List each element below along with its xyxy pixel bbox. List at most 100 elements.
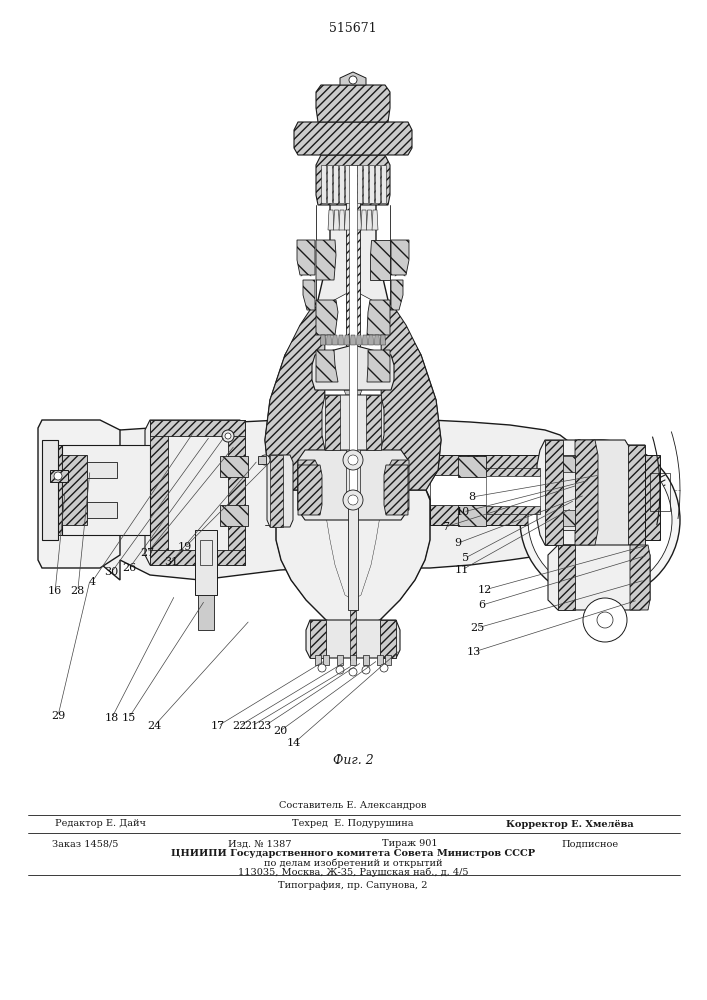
Polygon shape — [344, 335, 349, 345]
Bar — [198, 595, 214, 630]
Polygon shape — [312, 345, 394, 390]
Text: 24: 24 — [147, 721, 161, 731]
Circle shape — [349, 668, 357, 676]
Bar — [368, 165, 373, 203]
Bar — [315, 655, 321, 665]
Circle shape — [343, 490, 363, 510]
Bar — [350, 655, 356, 665]
Polygon shape — [351, 335, 356, 345]
Circle shape — [380, 664, 388, 672]
Bar — [377, 655, 383, 665]
Bar — [337, 655, 343, 665]
Polygon shape — [298, 460, 320, 510]
Polygon shape — [366, 210, 373, 230]
Text: Фиг. 2: Фиг. 2 — [332, 754, 373, 766]
Bar — [339, 165, 344, 203]
Bar — [323, 655, 329, 665]
Polygon shape — [267, 455, 293, 527]
Polygon shape — [630, 545, 650, 610]
Polygon shape — [486, 468, 540, 476]
Text: 9: 9 — [455, 538, 462, 548]
Polygon shape — [548, 545, 650, 610]
Polygon shape — [563, 456, 575, 472]
Circle shape — [520, 440, 680, 600]
Text: 18: 18 — [105, 713, 119, 723]
Circle shape — [597, 612, 613, 628]
Bar — [332, 165, 337, 203]
Polygon shape — [265, 160, 441, 490]
Circle shape — [362, 666, 370, 674]
Polygon shape — [276, 490, 430, 630]
Bar — [344, 165, 349, 203]
Text: 21: 21 — [245, 721, 259, 731]
Polygon shape — [150, 420, 168, 565]
Polygon shape — [316, 240, 336, 280]
Polygon shape — [145, 420, 245, 565]
Polygon shape — [380, 335, 385, 345]
Text: 515671: 515671 — [329, 21, 377, 34]
Polygon shape — [486, 506, 540, 514]
Text: 23: 23 — [257, 721, 271, 731]
Polygon shape — [90, 418, 580, 580]
Polygon shape — [334, 210, 339, 230]
Polygon shape — [220, 456, 248, 477]
Text: 113035, Москва, Ж-35, Раушская наб., д. 4/5: 113035, Москва, Ж-35, Раушская наб., д. … — [238, 867, 468, 877]
Polygon shape — [303, 280, 315, 310]
Text: Корректор Е. Хмелёва: Корректор Е. Хмелёва — [506, 819, 634, 829]
Bar — [363, 165, 368, 203]
Polygon shape — [325, 290, 381, 490]
Polygon shape — [391, 280, 403, 310]
Polygon shape — [265, 305, 325, 490]
Polygon shape — [58, 455, 200, 475]
Polygon shape — [332, 335, 337, 345]
Polygon shape — [430, 455, 560, 475]
Polygon shape — [316, 85, 390, 122]
Polygon shape — [327, 335, 332, 345]
Circle shape — [222, 430, 234, 442]
Text: ЦНИИПИ Государственного комитета Совета Министров СССР: ЦНИИПИ Государственного комитета Совета … — [171, 850, 535, 858]
Polygon shape — [375, 335, 380, 345]
Polygon shape — [367, 300, 390, 335]
Bar — [50, 470, 68, 482]
Polygon shape — [391, 240, 409, 275]
Bar — [200, 540, 212, 565]
Polygon shape — [575, 440, 598, 545]
Polygon shape — [372, 210, 378, 230]
Text: 8: 8 — [469, 492, 476, 502]
Bar — [258, 456, 266, 464]
Polygon shape — [316, 300, 338, 335]
Text: 13: 13 — [467, 647, 481, 657]
Bar — [363, 655, 369, 665]
Text: Изд. № 1387: Изд. № 1387 — [228, 840, 292, 848]
Polygon shape — [150, 420, 245, 436]
Polygon shape — [558, 440, 645, 600]
Bar — [650, 473, 670, 511]
Polygon shape — [58, 505, 200, 525]
Text: 4: 4 — [88, 577, 95, 587]
Polygon shape — [344, 390, 362, 395]
Polygon shape — [316, 350, 338, 382]
Text: 28: 28 — [71, 586, 85, 596]
Text: по делам изобретений и открытий: по делам изобретений и открытий — [264, 858, 443, 868]
Text: 16: 16 — [48, 586, 62, 596]
Polygon shape — [356, 210, 361, 230]
Polygon shape — [558, 545, 575, 610]
Bar — [351, 165, 356, 203]
Polygon shape — [322, 395, 384, 450]
Text: 11: 11 — [455, 565, 469, 575]
Bar — [320, 165, 325, 203]
Polygon shape — [50, 445, 65, 535]
Text: 29: 29 — [51, 711, 65, 721]
Polygon shape — [346, 165, 360, 490]
Bar — [58, 475, 200, 505]
Text: 6: 6 — [479, 600, 486, 610]
Text: 17: 17 — [211, 721, 225, 731]
Circle shape — [583, 598, 627, 642]
Text: Подписное: Подписное — [561, 840, 619, 848]
Text: 19: 19 — [178, 542, 192, 552]
Polygon shape — [310, 620, 326, 658]
Text: Типография, пр. Сапунова, 2: Типография, пр. Сапунова, 2 — [279, 882, 428, 890]
Circle shape — [260, 455, 270, 465]
Polygon shape — [645, 455, 660, 540]
Polygon shape — [563, 510, 575, 526]
